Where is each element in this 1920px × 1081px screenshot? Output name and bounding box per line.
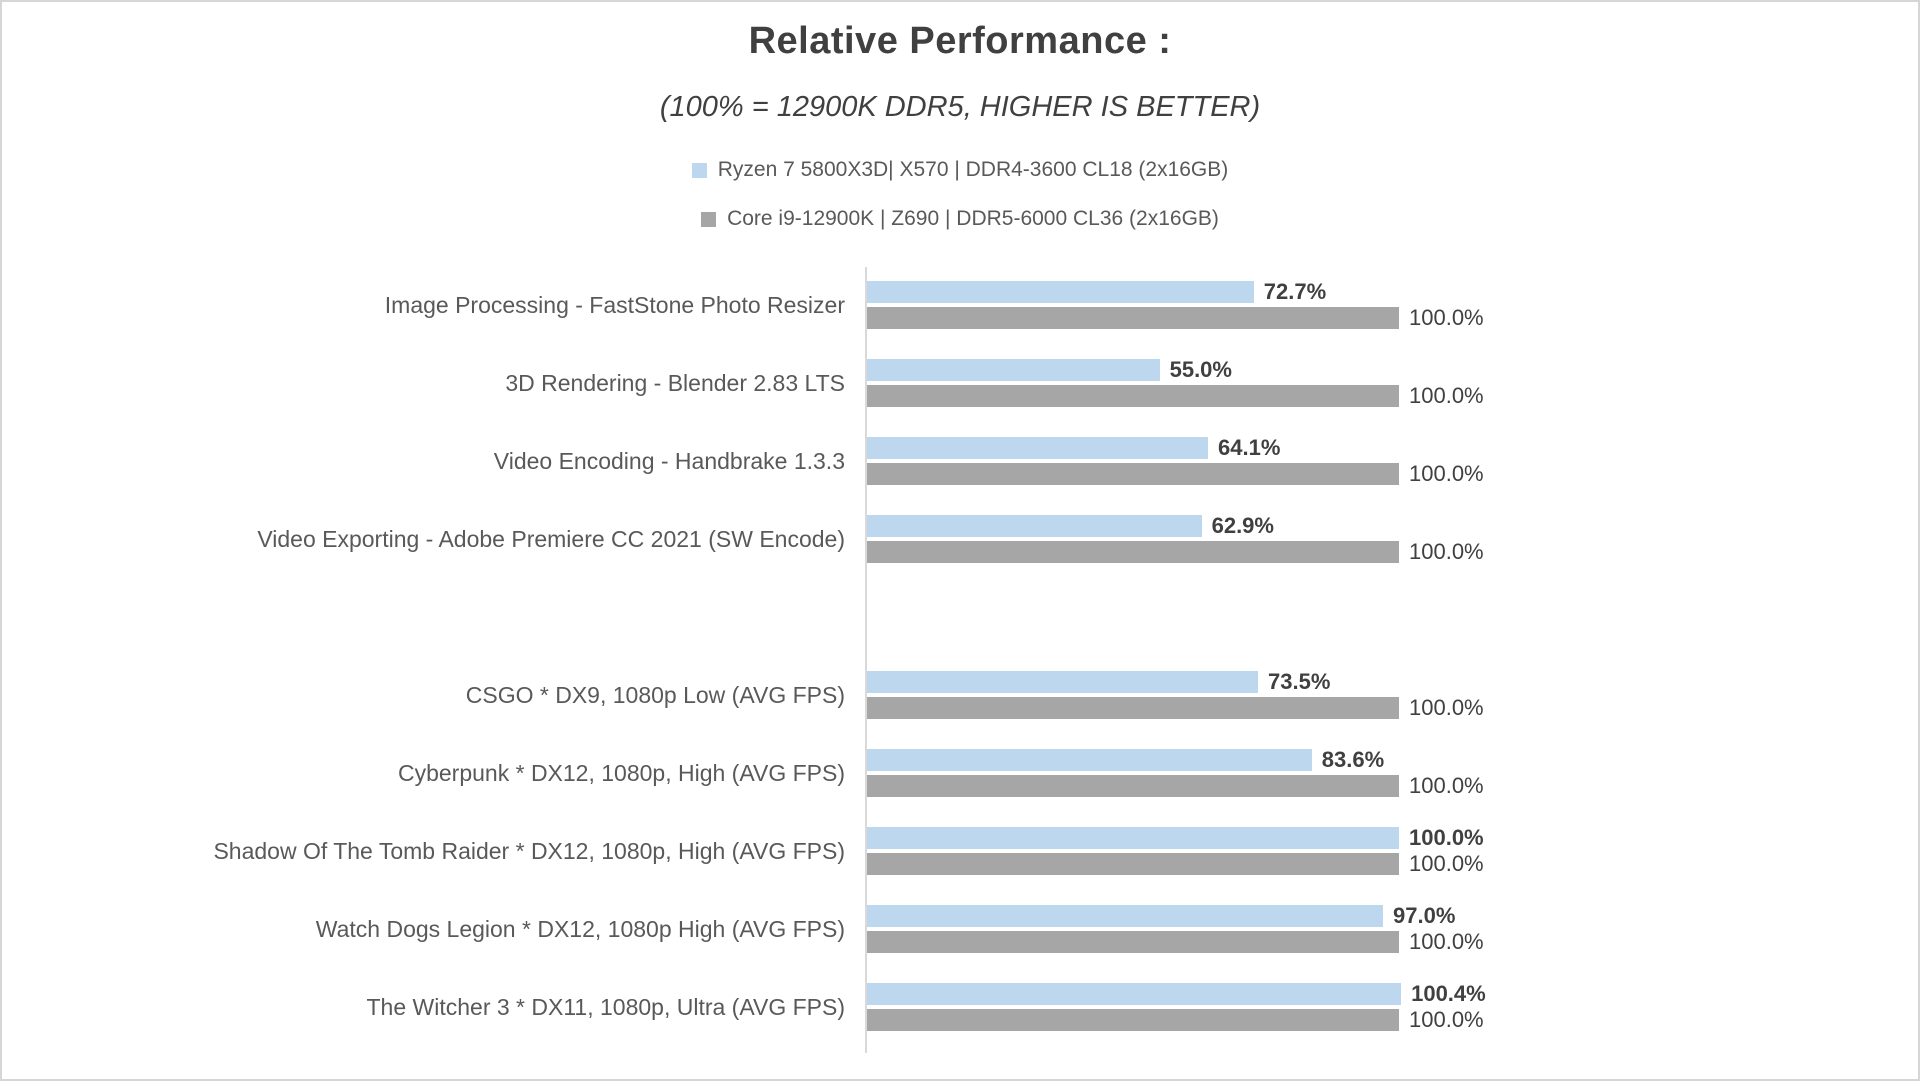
- bar-ryzen: [867, 515, 1202, 537]
- bar-intel: [867, 697, 1399, 719]
- bar-line-ryzen: 83.6%: [867, 747, 1918, 772]
- bar-value-label-ryzen: 100.0%: [1409, 825, 1484, 850]
- bar-intel: [867, 541, 1399, 563]
- bar-pair: 55.0% 100.0%: [865, 357, 1918, 411]
- bar-ryzen: [867, 983, 1402, 1005]
- chart-title: Relative Performance :: [748, 20, 1172, 62]
- bar-value-label-ryzen: 55.0%: [1169, 357, 1232, 382]
- bar-line-ryzen: 100.4%: [867, 981, 1918, 1006]
- bar-value-label-intel: 100.0%: [1409, 929, 1484, 954]
- bar-line-ryzen: 55.0%: [867, 357, 1918, 382]
- bar-line-intel: 100.0%: [867, 773, 1918, 798]
- bar-ryzen: [867, 749, 1312, 771]
- bar-line-intel: 100.0%: [867, 305, 1918, 330]
- bar-intel: [867, 463, 1399, 485]
- bar-pair: 97.0% 100.0%: [865, 903, 1918, 957]
- bar-intel: [867, 775, 1399, 797]
- bar-pair: 72.7% 100.0%: [865, 279, 1918, 333]
- bar-pair: 64.1% 100.0%: [865, 435, 1918, 489]
- legend-swatch-intel-icon: [701, 211, 717, 227]
- bar-ryzen: [867, 905, 1383, 927]
- bar-line-intel: 100.0%: [867, 929, 1918, 954]
- bar-value-label-ryzen: 64.1%: [1218, 435, 1281, 460]
- bar-line-ryzen: 97.0%: [867, 903, 1918, 928]
- chart-row: Watch Dogs Legion * DX12, 1080p High (AV…: [2, 903, 1918, 983]
- bar-ryzen: [867, 671, 1258, 693]
- category-label: Watch Dogs Legion * DX12, 1080p High (AV…: [315, 915, 845, 942]
- bar-value-label-intel: 100.0%: [1409, 1007, 1484, 1032]
- bar-value-label-ryzen: 73.5%: [1268, 669, 1331, 694]
- bar-line-intel: 100.0%: [867, 383, 1918, 408]
- chart-row: CSGO * DX9, 1080p Low (AVG FPS) 73.5% 100…: [2, 669, 1918, 749]
- bar-pair: 62.9% 100.0%: [865, 513, 1918, 567]
- bar-value-label-ryzen: 97.0%: [1393, 903, 1456, 928]
- bar-intel: [867, 931, 1399, 953]
- legend-label-intel: Core i9-12900K | Z690 | DDR5-6000 CL36 (…: [727, 207, 1219, 230]
- bar-rows: Image Processing - FastStone Photo Resiz…: [2, 267, 1918, 1061]
- bar-intel: [867, 307, 1399, 329]
- category-label: Video Encoding - Handbrake 1.3.3: [493, 447, 845, 474]
- bar-line-intel: 100.0%: [867, 1007, 1918, 1032]
- chart-row: Cyberpunk * DX12, 1080p, High (AVG FPS) …: [2, 747, 1918, 827]
- category-label: Video Exporting - Adobe Premiere CC 2021…: [257, 525, 845, 552]
- category-label: Image Processing - FastStone Photo Resiz…: [384, 291, 845, 318]
- chart-row: Image Processing - FastStone Photo Resiz…: [2, 279, 1918, 359]
- bar-line-intel: 100.0%: [867, 695, 1918, 720]
- bar-ryzen: [867, 827, 1399, 849]
- bar-pair: 73.5% 100.0%: [865, 669, 1918, 723]
- bar-ryzen: [867, 437, 1208, 459]
- bar-pair: 100.0% 100.0%: [865, 825, 1918, 879]
- legend-swatch-ryzen-icon: [691, 162, 707, 178]
- bar-value-label-intel: 100.0%: [1409, 305, 1484, 330]
- bar-value-label-intel: 100.0%: [1409, 461, 1484, 486]
- bar-ryzen: [867, 359, 1160, 381]
- bar-line-ryzen: 64.1%: [867, 435, 1918, 460]
- legend-item-intel: Core i9-12900K | Z690 | DDR5-6000 CL36 (…: [701, 207, 1219, 231]
- category-label: CSGO * DX9, 1080p Low (AVG FPS): [465, 681, 845, 708]
- chart-subtitle: (100% = 12900K DDR5, HIGHER IS BETTER): [659, 91, 1261, 123]
- category-label: The Witcher 3 * DX11, 1080p, Ultra (AVG …: [366, 993, 846, 1020]
- bar-value-label-intel: 100.0%: [1409, 773, 1484, 798]
- bar-line-ryzen: 72.7%: [867, 279, 1918, 304]
- chart-row: 3D Rendering - Blender 2.83 LTS 55.0% 100…: [2, 357, 1918, 437]
- chart-row: Video Exporting - Adobe Premiere CC 2021…: [2, 513, 1918, 593]
- plot-area: Image Processing - FastStone Photo Resiz…: [2, 267, 1918, 1061]
- chart-row: The Witcher 3 * DX11, 1080p, Ultra (AVG …: [2, 981, 1918, 1061]
- bar-pair: 100.4% 100.0%: [865, 981, 1918, 1035]
- bar-ryzen: [867, 281, 1254, 303]
- bar-line-intel: 100.0%: [867, 461, 1918, 486]
- category-label: Cyberpunk * DX12, 1080p, High (AVG FPS): [397, 759, 845, 786]
- bar-intel: [867, 385, 1399, 407]
- legend-label-ryzen: Ryzen 7 5800X3D| X570 | DDR4-3600 CL18 (…: [717, 158, 1229, 181]
- bar-intel: [867, 1009, 1399, 1031]
- bar-line-ryzen: 100.0%: [867, 825, 1918, 850]
- category-label: [2, 593, 865, 641]
- bar-intel: [867, 853, 1399, 875]
- bar-line-intel: 100.0%: [867, 539, 1918, 564]
- bar-value-label-intel: 100.0%: [1409, 539, 1484, 564]
- chart-legend: Ryzen 7 5800X3D| X570 | DDR4-3600 CL18 (…: [2, 158, 1918, 231]
- bar-value-label-intel: 100.0%: [1409, 383, 1484, 408]
- bar-value-label-intel: 100.0%: [1409, 695, 1484, 720]
- legend-item-ryzen: Ryzen 7 5800X3D| X570 | DDR4-3600 CL18 (…: [691, 158, 1229, 182]
- chart-row: Video Encoding - Handbrake 1.3.3 64.1% 10…: [2, 435, 1918, 515]
- chart-row: Shadow Of The Tomb Raider * DX12, 1080p,…: [2, 825, 1918, 905]
- bar-value-label-ryzen: 100.4%: [1411, 981, 1486, 1006]
- bar-line-ryzen: 62.9%: [867, 513, 1918, 538]
- bar-value-label-ryzen: 62.9%: [1211, 513, 1274, 538]
- bar-value-label-ryzen: 72.7%: [1263, 279, 1327, 304]
- category-label: 3D Rendering - Blender 2.83 LTS: [505, 369, 845, 396]
- category-label: Shadow Of The Tomb Raider * DX12, 1080p,…: [213, 837, 845, 864]
- bar-value-label-ryzen: 83.6%: [1321, 747, 1385, 772]
- chart-row: [2, 593, 1918, 671]
- bar-line-ryzen: 73.5%: [867, 669, 1918, 694]
- bar-pair: 83.6% 100.0%: [865, 747, 1918, 801]
- bar-line-intel: 100.0%: [867, 851, 1918, 876]
- bar-value-label-intel: 100.0%: [1409, 851, 1484, 876]
